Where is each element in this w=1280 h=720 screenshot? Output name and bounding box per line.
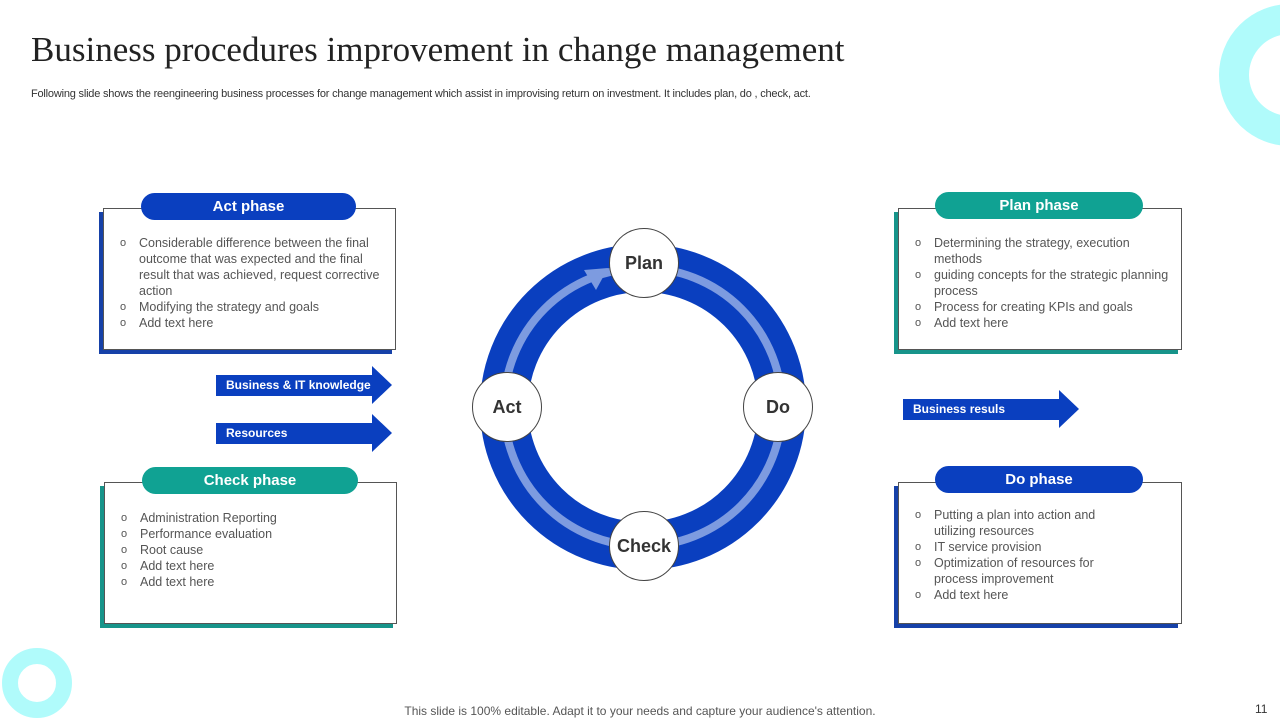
corner-ring-top-right [1219, 4, 1280, 146]
list-item: Putting a plan into action and utilizing… [915, 507, 1115, 539]
arrow-label: Business & IT knowledge [216, 375, 374, 396]
list-item: guiding concepts for the strategic plann… [915, 267, 1175, 299]
do-phase-title: Do phase [935, 466, 1143, 493]
cycle-node-check: Check [609, 511, 679, 581]
cycle-inner-arc [500, 264, 786, 550]
list-item: Add text here [121, 558, 386, 574]
arrow-head-icon [372, 366, 392, 404]
plan-phase-title: Plan phase [935, 192, 1143, 219]
output-arrow-business-results: Business resuls [903, 390, 1079, 428]
list-item: Administration Reporting [121, 510, 386, 526]
corner-ring-bottom-left [2, 648, 72, 718]
list-item: Add text here [915, 587, 1115, 603]
input-arrow-business-it: Business & IT knowledge [216, 366, 392, 404]
check-phase-box: Administration Reporting Performance eva… [104, 482, 397, 624]
plan-phase-list: Determining the strategy, execution meth… [915, 235, 1175, 331]
act-phase-title: Act phase [141, 193, 356, 220]
cycle-arrow-head-icon [584, 268, 608, 290]
list-item: Add text here [915, 315, 1175, 331]
cycle-node-do: Do [743, 372, 813, 442]
page-number: 11 [1255, 702, 1268, 716]
page-subtitle: Following slide shows the reengineering … [31, 88, 811, 100]
arrow-label: Business resuls [903, 399, 1061, 420]
list-item: Root cause [121, 542, 386, 558]
plan-phase-box: Determining the strategy, execution meth… [898, 208, 1182, 350]
footer-note: This slide is 100% editable. Adapt it to… [404, 704, 876, 718]
cycle-node-act: Act [472, 372, 542, 442]
check-phase-list: Administration Reporting Performance eva… [121, 510, 386, 590]
arrow-label: Resources [216, 423, 374, 444]
list-item: IT service provision [915, 539, 1115, 555]
list-item: Process for creating KPIs and goals [915, 299, 1175, 315]
check-phase-title: Check phase [142, 467, 358, 494]
do-phase-box: Putting a plan into action and utilizing… [898, 482, 1182, 624]
page-title: Business procedures improvement in chang… [31, 30, 845, 69]
arrow-head-icon [1059, 390, 1079, 428]
cycle-node-plan: Plan [609, 228, 679, 298]
list-item: Add text here [121, 574, 386, 590]
input-arrow-resources: Resources [216, 414, 392, 452]
list-item: Determining the strategy, execution meth… [915, 235, 1175, 267]
list-item: Modifying the strategy and goals [120, 299, 385, 315]
list-item: Add text here [120, 315, 385, 331]
list-item: Considerable difference between the fina… [120, 235, 385, 299]
act-phase-box: Considerable difference between the fina… [103, 208, 396, 350]
act-phase-list: Considerable difference between the fina… [120, 235, 385, 331]
list-item: Performance evaluation [121, 526, 386, 542]
do-phase-list: Putting a plan into action and utilizing… [915, 507, 1115, 603]
list-item: Optimization of resources for process im… [915, 555, 1115, 587]
arrow-head-icon [372, 414, 392, 452]
